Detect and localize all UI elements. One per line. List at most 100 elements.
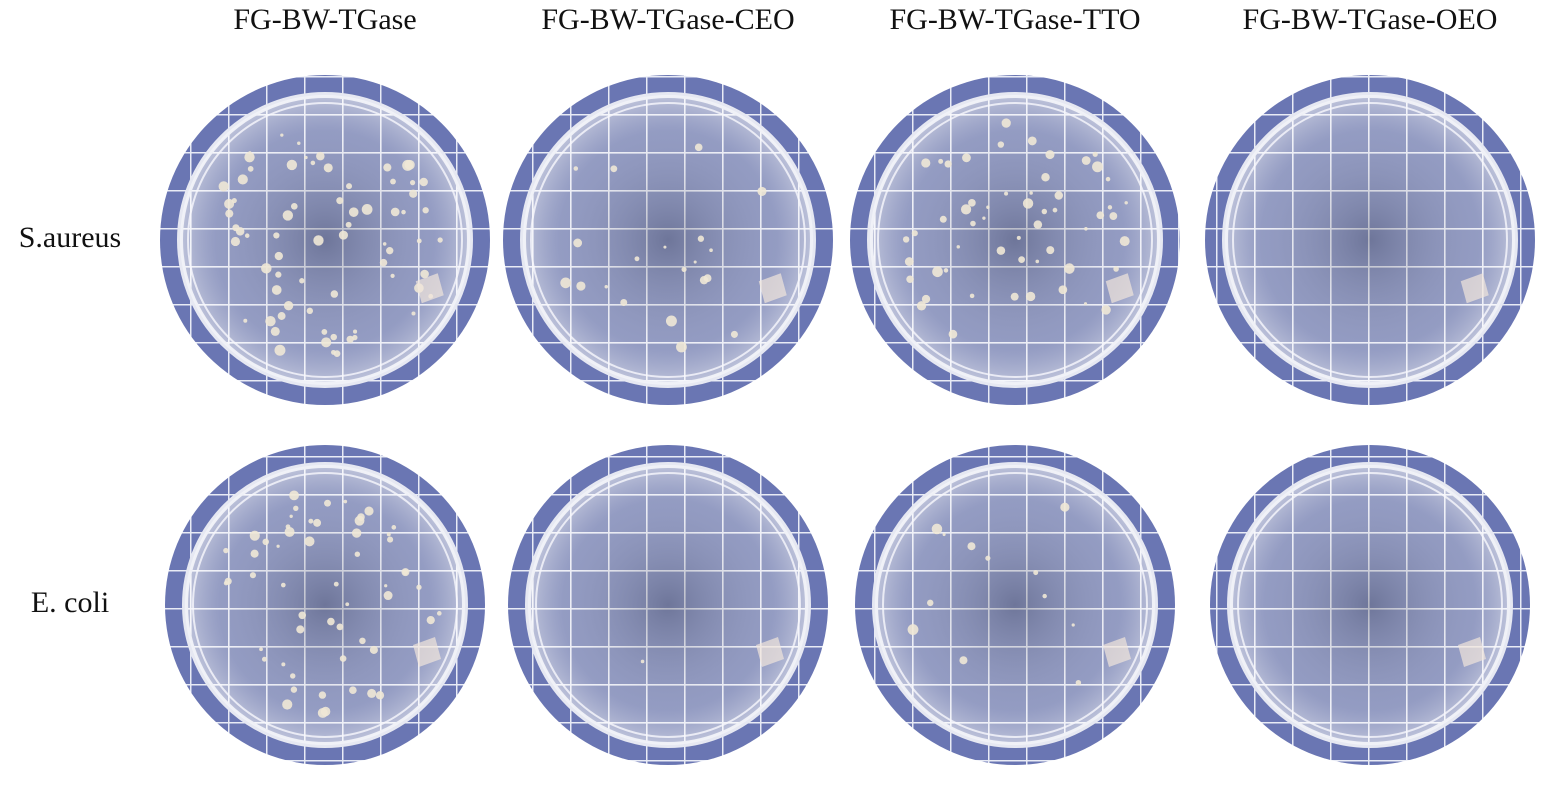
colony <box>1022 198 1034 209</box>
colony <box>324 499 331 507</box>
colony <box>1001 118 1011 128</box>
colony <box>323 163 333 173</box>
colony <box>250 549 259 558</box>
colony <box>1029 191 1033 195</box>
colony <box>369 645 378 654</box>
glare <box>1103 637 1131 667</box>
colony <box>1004 191 1009 196</box>
dish-shade <box>870 95 1160 385</box>
colony <box>703 274 712 283</box>
colony <box>244 233 250 238</box>
colony <box>437 237 443 243</box>
colony <box>902 236 910 243</box>
colony <box>289 514 293 518</box>
colony <box>387 536 394 543</box>
colony <box>967 542 976 551</box>
colony <box>939 215 947 223</box>
colony <box>1042 593 1047 599</box>
dish-rim <box>535 472 801 738</box>
colony <box>313 235 324 246</box>
colony <box>610 165 618 173</box>
colony <box>280 133 284 137</box>
colony <box>420 269 429 279</box>
colony <box>286 159 298 171</box>
colony <box>1092 161 1103 173</box>
colony <box>339 655 347 662</box>
colony <box>694 143 703 152</box>
colony <box>1092 151 1098 157</box>
colony <box>224 198 235 209</box>
colony <box>985 555 991 561</box>
colony <box>281 662 286 667</box>
colony <box>956 245 960 249</box>
colony <box>282 210 294 221</box>
colony <box>349 686 357 695</box>
colony <box>1054 191 1064 200</box>
colony <box>304 155 308 160</box>
colony <box>970 220 976 227</box>
colony <box>927 599 934 607</box>
dish-shade <box>523 95 813 385</box>
dish-rim <box>1232 102 1508 378</box>
colony <box>316 151 325 161</box>
colony <box>359 637 366 645</box>
colony <box>681 266 687 273</box>
colony <box>261 656 267 662</box>
colony <box>1119 236 1130 247</box>
colony <box>244 151 255 163</box>
colony <box>296 625 305 634</box>
colony <box>921 294 931 304</box>
colony <box>1010 292 1019 301</box>
colony <box>663 245 667 249</box>
colony <box>352 334 358 341</box>
colony <box>916 301 927 311</box>
colony <box>293 505 299 511</box>
colony <box>932 266 943 278</box>
plate <box>1205 75 1535 405</box>
plate <box>503 75 833 405</box>
colony <box>1075 679 1082 686</box>
colony <box>697 235 705 242</box>
colony <box>904 257 914 267</box>
colony <box>318 691 327 699</box>
colony <box>1064 263 1075 274</box>
dish-shade <box>1230 465 1510 745</box>
colony <box>321 329 328 335</box>
colony <box>416 584 422 590</box>
colony <box>262 538 269 546</box>
colony <box>345 602 350 607</box>
colony <box>402 159 414 171</box>
colony <box>1018 256 1025 264</box>
colony <box>1107 205 1113 210</box>
colony <box>367 688 377 698</box>
colony <box>409 180 416 186</box>
colony <box>938 158 944 164</box>
colony <box>1124 201 1128 205</box>
colony <box>274 251 283 261</box>
colony <box>379 258 388 267</box>
colony <box>345 221 352 228</box>
colony <box>1033 220 1043 229</box>
colony <box>336 623 344 631</box>
colony <box>1096 211 1105 220</box>
colony <box>1027 136 1037 146</box>
dish-rim <box>530 102 806 378</box>
colony <box>346 183 353 190</box>
colony <box>361 204 373 215</box>
glare <box>1458 637 1486 667</box>
colony <box>375 691 385 700</box>
colony <box>237 174 248 185</box>
colony <box>1046 246 1055 255</box>
colony <box>921 158 931 168</box>
colony <box>640 659 645 664</box>
colony <box>1071 623 1075 627</box>
colony <box>1081 156 1091 165</box>
colony <box>386 532 391 537</box>
colony <box>911 230 918 237</box>
colony <box>604 284 609 289</box>
colony <box>290 202 298 210</box>
colony <box>401 209 406 215</box>
colony <box>333 581 339 587</box>
glare <box>415 273 444 304</box>
colony <box>290 686 298 693</box>
